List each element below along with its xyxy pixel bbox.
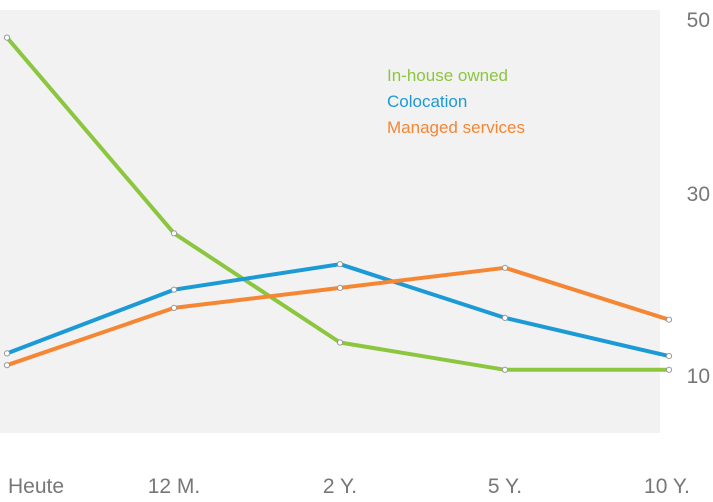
data-point-in-house-owned-2 [336,339,344,346]
x-tick-label-2y: 2 Y. [323,475,357,498]
legend-managed-services: Managed services [387,118,525,137]
data-point-colocation-2 [336,261,344,268]
data-point-colocation-4 [665,353,673,360]
x-tick-label-heute: Heute [8,475,64,498]
data-point-colocation-1 [170,286,178,293]
y-tick-label-10: 10 [687,365,710,388]
plot-area [0,10,660,433]
data-point-colocation-0 [3,350,11,357]
x-tick-label-5y: 5 Y. [488,475,522,498]
x-tick-label-12m: 12 M. [148,475,201,498]
data-point-colocation-3 [501,314,509,321]
x-tick-label-10y: 10 Y. [644,475,690,498]
data-point-in-house-owned-0 [3,34,11,41]
data-point-managed-services-3 [501,264,509,271]
data-point-managed-services-4 [665,316,673,323]
data-points [3,34,673,373]
data-point-managed-services-2 [336,284,344,291]
data-point-in-house-owned-4 [665,366,673,373]
y-tick-label-30: 30 [687,183,710,206]
data-point-in-house-owned-1 [170,230,178,237]
data-point-managed-services-0 [3,362,11,369]
data-point-managed-services-1 [170,304,178,311]
legend-colocation: Colocation [387,92,467,111]
y-tick-label-50: 50 [687,9,710,32]
legend-in-house-owned: In-house owned [387,66,508,85]
data-point-in-house-owned-3 [501,366,509,373]
